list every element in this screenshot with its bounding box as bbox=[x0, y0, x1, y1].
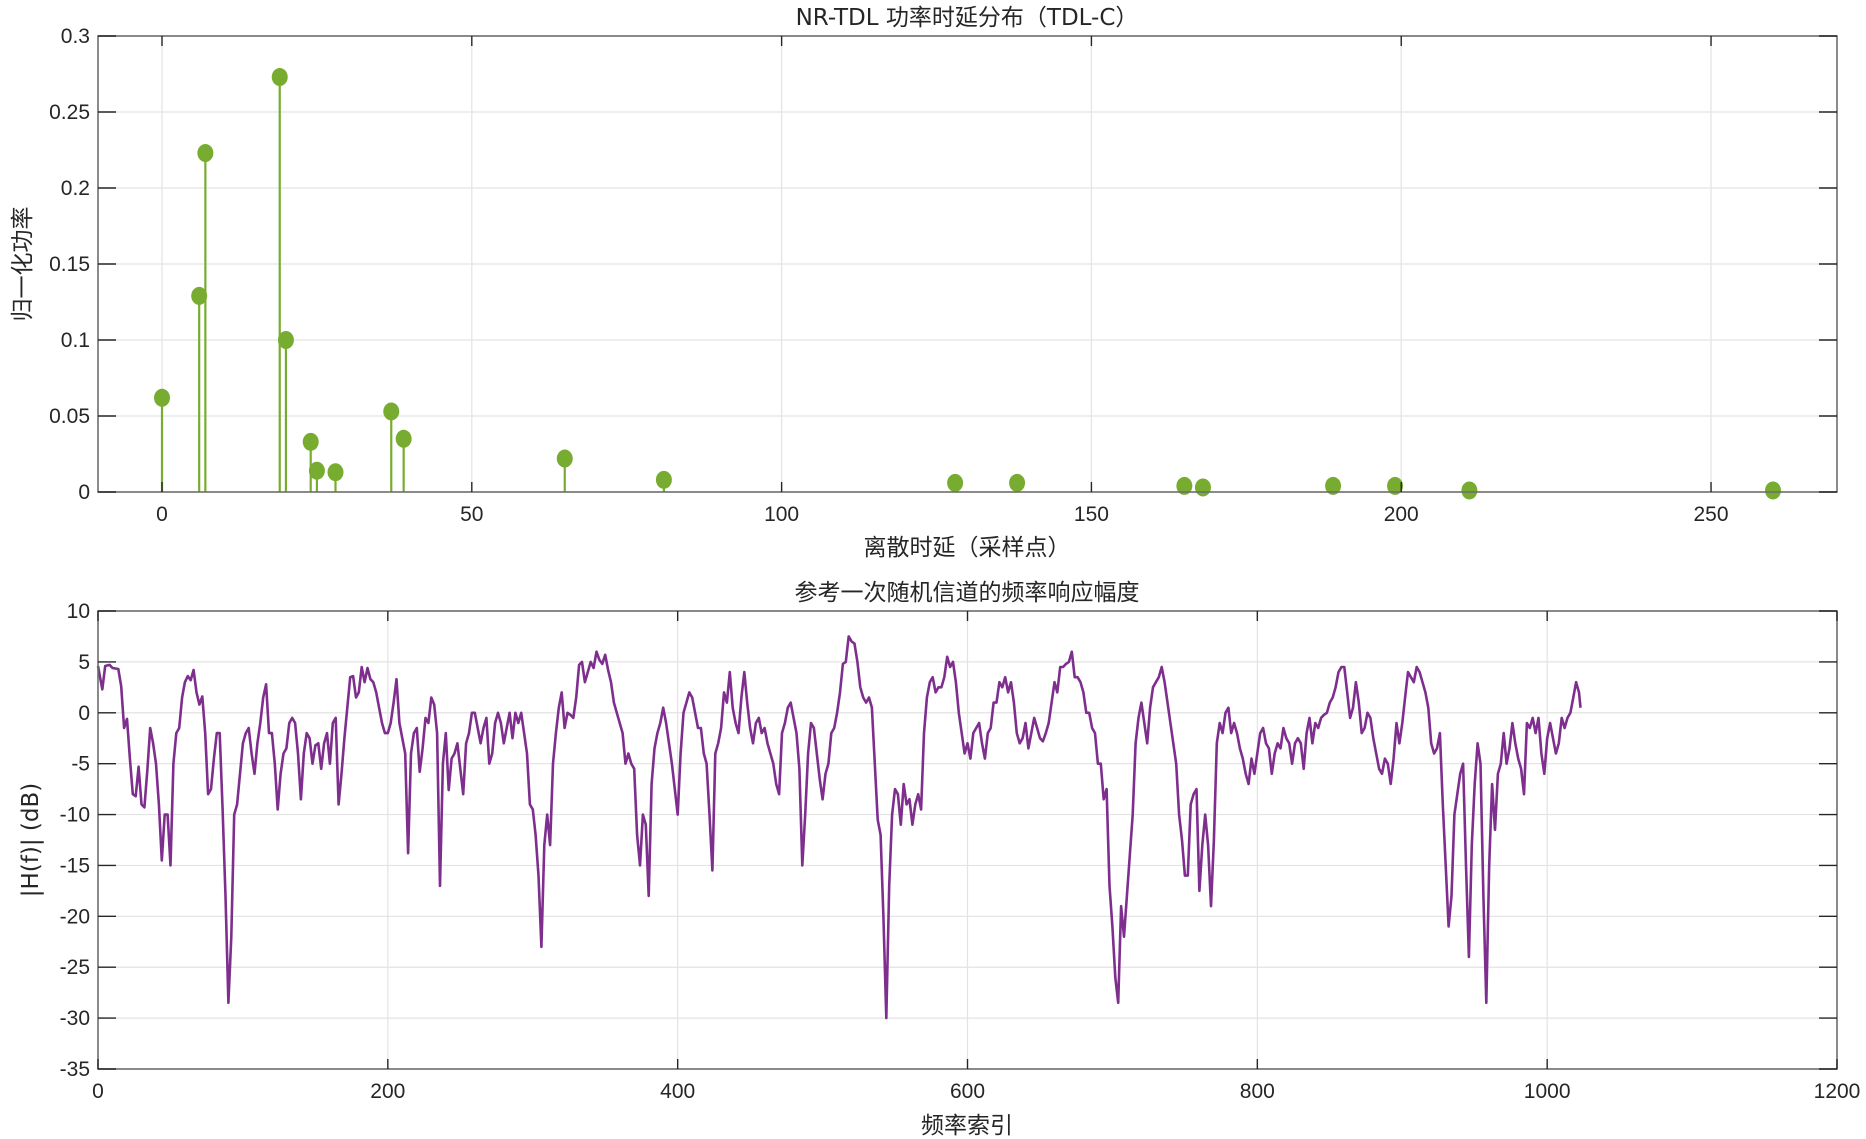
y-tick-label: -20 bbox=[60, 905, 90, 928]
stem-marker bbox=[947, 473, 964, 492]
stem-chart-title: NR-TDL 功率时延分布（TDL-C） bbox=[796, 5, 1139, 31]
stem-chart-grid bbox=[98, 35, 1837, 493]
x-tick-label: 1200 bbox=[1814, 1080, 1861, 1103]
y-tick-label: -5 bbox=[71, 753, 90, 776]
x-tick-label: 800 bbox=[1240, 1080, 1275, 1103]
x-tick-label: 200 bbox=[1384, 503, 1419, 526]
stem-marker bbox=[271, 68, 288, 87]
line-chart-grid bbox=[97, 610, 1838, 1070]
stem-marker bbox=[197, 144, 214, 163]
y-tick-label: 0.25 bbox=[49, 101, 90, 124]
line-chart-ticks: 0 200 400 600 800 1000 1200 -35 -30 -25 -20 -15 -10 -… bbox=[60, 600, 1861, 1103]
stem-marker bbox=[655, 470, 672, 489]
stem-chart-xlabel: 离散时延（采样点） bbox=[864, 535, 1071, 561]
y-tick-label: 0.1 bbox=[61, 329, 90, 352]
stem-marker bbox=[1009, 473, 1026, 492]
stem-marker bbox=[191, 286, 208, 305]
stem-marker bbox=[1764, 481, 1781, 500]
x-tick-label: 150 bbox=[1074, 503, 1109, 526]
line-chart-series bbox=[96, 635, 1582, 1020]
y-tick-label: 0.3 bbox=[61, 25, 90, 48]
stem-marker bbox=[383, 402, 400, 421]
stem-marker bbox=[1461, 481, 1478, 500]
line-chart-title: 参考一次随机信道的频率响应幅度 bbox=[795, 580, 1140, 606]
stem-marker bbox=[556, 449, 573, 468]
x-tick-label: 1000 bbox=[1524, 1080, 1571, 1103]
y-tick-label: 0.05 bbox=[49, 405, 90, 428]
x-tick-label: 0 bbox=[92, 1080, 104, 1103]
stem-marker bbox=[277, 331, 294, 349]
stem-marker bbox=[1387, 476, 1404, 495]
stem-chart-ticks: 0 50 100 150 200 250 0 0.05 0.1 0.15 0.2 0.25 0.3 bbox=[49, 25, 1837, 526]
x-tick-label: 250 bbox=[1694, 503, 1729, 526]
stem-chart-axes: 0 50 100 150 200 250 0 0.05 0.1 0.15 0.2 0.25 0.3 NR… bbox=[10, 5, 1838, 561]
stem-marker bbox=[1194, 478, 1211, 497]
stem-marker bbox=[1325, 476, 1342, 495]
line-chart-axes: 0 200 400 600 800 1000 1200 -35 -30 -25 -20 -15 -10 -… bbox=[18, 580, 1860, 1139]
y-tick-label: 0 bbox=[78, 702, 90, 725]
stem-marker bbox=[395, 429, 412, 448]
x-tick-label: 0 bbox=[156, 503, 168, 526]
stem-chart-series bbox=[154, 68, 1781, 500]
x-tick-label: 50 bbox=[460, 503, 483, 526]
line-chart-xlabel: 频率索引 bbox=[921, 1113, 1013, 1139]
stem-chart-ylabel: 归一化功率 bbox=[10, 207, 36, 322]
y-tick-label: 0.2 bbox=[61, 177, 90, 200]
stem-marker bbox=[302, 432, 319, 451]
stem-marker bbox=[154, 388, 171, 407]
y-tick-label: -35 bbox=[60, 1058, 90, 1081]
y-tick-label: 0.15 bbox=[49, 253, 90, 276]
x-tick-label: 400 bbox=[660, 1080, 695, 1103]
y-tick-label: -15 bbox=[60, 854, 90, 877]
y-tick-label: -10 bbox=[60, 804, 90, 827]
frequency-response-line bbox=[96, 635, 1582, 1020]
y-tick-label: -30 bbox=[60, 1007, 90, 1030]
x-tick-label: 100 bbox=[764, 503, 799, 526]
y-tick-label: -25 bbox=[60, 956, 90, 979]
y-tick-label: 5 bbox=[78, 651, 90, 674]
y-tick-label: 0 bbox=[78, 481, 90, 504]
stem-marker bbox=[327, 463, 344, 482]
x-tick-label: 600 bbox=[950, 1080, 985, 1103]
x-tick-label: 200 bbox=[370, 1080, 405, 1103]
stem-marker bbox=[308, 461, 325, 480]
stem-marker bbox=[1176, 476, 1193, 495]
y-tick-label: 10 bbox=[67, 600, 90, 623]
line-chart-ylabel: |H(f)| (dB) bbox=[18, 783, 44, 897]
